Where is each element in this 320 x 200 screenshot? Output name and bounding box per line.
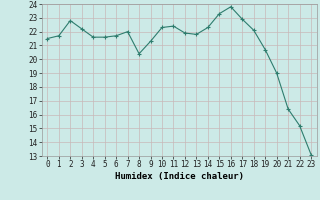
X-axis label: Humidex (Indice chaleur): Humidex (Indice chaleur) xyxy=(115,172,244,181)
